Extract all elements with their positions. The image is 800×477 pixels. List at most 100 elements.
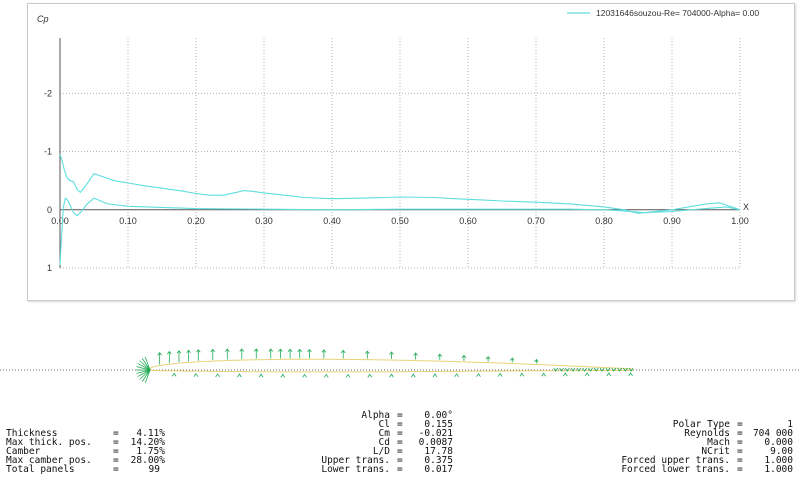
equals: =	[113, 437, 119, 448]
pressure-vector	[278, 348, 283, 359]
equals: =	[397, 455, 403, 466]
y-tick-label: -1	[44, 147, 52, 157]
pressure-vector	[321, 349, 327, 359]
reynolds-value: 704 000	[752, 428, 793, 439]
camber-value: 1.75%	[136, 446, 165, 457]
pressure-vector	[297, 348, 303, 359]
equals: =	[113, 464, 119, 475]
pressure-vector	[389, 351, 394, 360]
trailing-edge-vector	[582, 367, 588, 372]
pressure-vector-lower	[237, 373, 242, 378]
ld-value: 17.78	[424, 446, 453, 457]
pressure-vector-lower	[345, 373, 351, 378]
pressure-vector	[365, 350, 370, 359]
max-camber-pos-label: Max camber pos.	[6, 455, 92, 466]
leading-edge-vector	[136, 369, 151, 374]
legend[interactable]: 12031646souzou-Re= 704000-Alpha= 0.00	[567, 8, 759, 18]
leading-edge-vector	[141, 358, 151, 371]
leading-edge-vector	[139, 369, 151, 380]
pressure-vector	[534, 358, 539, 364]
leading-edge-vector	[141, 369, 151, 382]
polar-type-label: Polar Type	[672, 419, 730, 430]
cl-value: 0.155	[424, 419, 453, 430]
ld-label: L/D	[372, 446, 390, 457]
x-axis-label: X	[743, 202, 749, 212]
mach-value: 0.000	[764, 437, 793, 448]
max-thick-pos-value: 14.20%	[130, 437, 165, 448]
trailing-edge-vector	[559, 367, 564, 372]
forced-lower-label: Forced lower trans.	[621, 464, 730, 475]
equals: =	[397, 437, 403, 448]
x-tick-label: 0.20	[187, 216, 205, 226]
upper-trans-label: Upper trans.	[321, 455, 390, 466]
trailing-edge-vector	[576, 367, 582, 372]
pressure-vector-lower	[541, 372, 546, 377]
equals: =	[397, 419, 403, 430]
thickness-value: 4.11%	[136, 428, 165, 439]
pressure-vector	[461, 354, 467, 361]
trailing-edge-vector	[628, 367, 634, 372]
total-panels-label: Total panels	[6, 464, 75, 475]
pressure-vectors	[136, 348, 634, 384]
leading-edge-vector	[137, 369, 151, 377]
pressure-vector-lower	[432, 373, 438, 378]
x-tick-label: 0.30	[255, 216, 273, 226]
trailing-edge-vector	[588, 367, 593, 372]
pressure-vector-lower	[323, 373, 329, 378]
pressure-vector-lower	[497, 372, 503, 377]
pressure-vector-lower	[454, 373, 460, 378]
x-tick-label: 0.40	[323, 216, 341, 226]
pressure-vector-lower	[584, 372, 590, 377]
pressure-vector	[195, 349, 201, 361]
leading-edge-vector	[137, 363, 151, 371]
x-tick-label: 0.50	[391, 216, 409, 226]
pressure-vector	[239, 348, 245, 360]
leading-edge-vector	[136, 366, 151, 371]
pressure-vector	[253, 348, 259, 359]
leading-edge-vector	[139, 360, 151, 371]
equals: =	[113, 446, 119, 457]
forced-lower-value: 1.000	[764, 464, 793, 475]
thickness-label: Thickness	[6, 428, 58, 439]
x-tick-label: 0.10	[119, 216, 137, 226]
forced-upper-label: Forced upper trans.	[621, 455, 730, 466]
ncrit-value: 9.00	[770, 446, 793, 457]
max-thick-pos-label: Max thick. pos.	[6, 437, 92, 448]
grid	[60, 38, 741, 269]
trailing-edge-vector	[593, 367, 599, 372]
airfoil-view	[0, 348, 800, 384]
equals: =	[737, 464, 743, 475]
pressure-vector	[268, 348, 274, 359]
airfoil-lower-surface	[150, 370, 633, 373]
pressure-vector	[210, 348, 216, 361]
series-line-upper	[59, 154, 741, 214]
pressure-vector-lower	[563, 372, 568, 377]
cm-value: -0.021	[418, 428, 453, 439]
pressure-vector	[167, 350, 172, 364]
pressure-vector-lower	[389, 373, 394, 378]
mach-label: Mach	[707, 437, 730, 448]
x-tick-label: 0.90	[663, 216, 681, 226]
upper-trans-value: 0.375	[424, 455, 453, 466]
ncrit-label: NCrit	[701, 446, 730, 457]
pressure-vector-lower	[367, 373, 373, 378]
alpha-value: 0.00°	[424, 410, 453, 421]
equals: =	[737, 446, 743, 457]
equals: =	[397, 410, 403, 421]
trailing-edge-vector	[605, 367, 611, 372]
pressure-vector	[307, 348, 312, 359]
forced-upper-value: 1.000	[764, 455, 793, 466]
leading-edge-vector	[144, 369, 151, 384]
x-tick-label: 1.00	[731, 216, 749, 226]
pressure-vector	[485, 356, 491, 362]
trailing-edge-vector	[570, 367, 576, 372]
trailing-edge-vector	[617, 367, 622, 372]
x-tick-label: 0.80	[595, 216, 613, 226]
cm-label: Cm	[378, 428, 390, 439]
pressure-vector-lower	[606, 372, 612, 377]
pressure-vector	[157, 352, 162, 365]
lower-trans-value: 0.017	[424, 464, 453, 475]
x-tick-label: 0.70	[527, 216, 545, 226]
total-panels-value: 99	[148, 464, 160, 475]
leading-edge-vector	[144, 356, 151, 371]
